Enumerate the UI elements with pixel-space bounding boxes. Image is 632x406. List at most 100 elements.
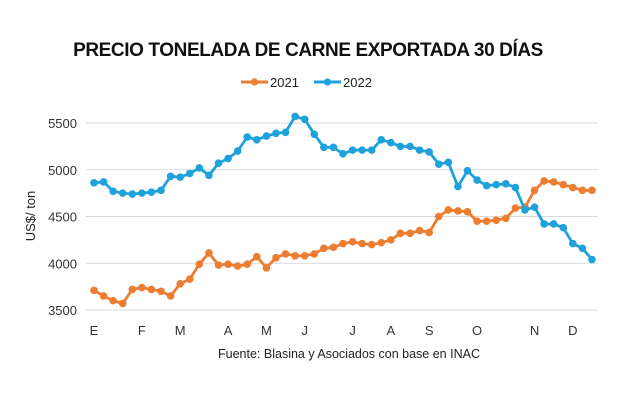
data-point-2021 (272, 253, 280, 262)
data-point-2021 (348, 237, 357, 246)
data-point-2022 (176, 173, 184, 182)
data-point-2021 (540, 177, 548, 185)
data-point-2021 (329, 243, 338, 252)
data-point-2022 (157, 186, 165, 195)
series-group (90, 112, 596, 308)
data-point-2021 (262, 264, 271, 272)
data-point-2021 (434, 212, 443, 221)
data-point-2021 (205, 249, 213, 257)
data-point-2022 (329, 143, 338, 152)
data-point-2022 (377, 136, 386, 144)
legend-marker-2021 (250, 78, 259, 86)
data-point-2022 (387, 138, 395, 147)
data-point-2022 (358, 146, 366, 154)
data-point-2022 (559, 223, 568, 232)
data-point-2022 (243, 133, 252, 141)
data-point-2022 (454, 182, 462, 191)
data-point-2022 (348, 146, 357, 154)
data-point-2022 (463, 166, 472, 175)
data-point-2021 (310, 250, 319, 258)
chart-title: PRECIO TONELADA DE CARNE EXPORTADA 30 DÍ… (73, 39, 543, 61)
x-tick-label: O (472, 323, 482, 338)
data-point-2022 (473, 176, 481, 184)
data-point-2022 (578, 244, 587, 253)
data-point-2022 (109, 187, 117, 196)
data-point-2022 (233, 147, 242, 155)
data-point-2021 (253, 252, 261, 261)
data-point-2022 (281, 128, 290, 137)
data-point-2022 (425, 148, 433, 156)
data-point-2022 (339, 150, 347, 158)
data-point-2022 (138, 189, 146, 197)
data-point-2021 (367, 240, 376, 249)
source-note: Fuente: Blasina y Asociados con base en … (218, 347, 480, 361)
data-point-2022 (415, 146, 424, 154)
data-point-2022 (90, 179, 98, 187)
data-point-2022 (253, 136, 261, 144)
data-point-2021 (569, 183, 577, 192)
data-point-2021 (243, 260, 252, 268)
data-point-2021 (387, 236, 395, 244)
data-point-2021 (90, 286, 98, 295)
data-point-2022 (118, 189, 127, 197)
data-point-2021 (99, 292, 108, 300)
data-point-2022 (291, 112, 299, 121)
data-point-2021 (176, 280, 184, 288)
series-2022 (90, 112, 596, 264)
data-point-2021 (157, 287, 165, 296)
data-point-2021 (454, 207, 462, 215)
legend-label-2022: 2022 (343, 75, 372, 90)
data-point-2022 (195, 164, 204, 172)
data-point-2021 (300, 251, 309, 260)
data-point-2021 (214, 261, 223, 269)
x-tick-label: A (224, 323, 233, 338)
data-point-2022 (406, 142, 414, 151)
y-tick-label: 3500 (48, 303, 77, 318)
data-point-2021 (358, 239, 366, 248)
data-point-2021 (502, 214, 510, 223)
data-point-2022 (569, 239, 577, 248)
legend-label-2021: 2021 (270, 75, 299, 90)
data-point-2022 (540, 220, 548, 228)
data-point-2021 (291, 251, 299, 260)
legend-item-2021[interactable]: 2021 (241, 75, 299, 90)
data-point-2022 (588, 255, 596, 264)
data-point-2022 (367, 146, 376, 154)
data-point-2022 (502, 179, 510, 188)
data-point-2022 (521, 206, 529, 214)
data-point-2021 (482, 217, 491, 225)
data-point-2021 (185, 275, 194, 283)
data-point-2022 (224, 154, 232, 163)
x-tick-label: N (530, 323, 539, 338)
data-point-2022 (205, 171, 213, 180)
data-point-2021 (425, 228, 433, 237)
data-point-2022 (272, 129, 280, 138)
data-point-2021 (549, 178, 558, 186)
x-tick-label: S (425, 323, 434, 338)
y-axis-ticks: 3500 4000 4500 5000 5500 (48, 116, 77, 318)
data-point-2021 (320, 244, 328, 253)
data-point-2021 (147, 285, 156, 294)
legend-item-2022[interactable]: 2022 (314, 75, 372, 90)
data-point-2021 (578, 186, 587, 195)
data-point-2021 (281, 250, 290, 258)
data-point-2021 (415, 226, 424, 235)
data-point-2021 (406, 229, 414, 238)
data-point-2021 (396, 229, 405, 238)
data-point-2022 (185, 169, 194, 178)
data-point-2022 (310, 130, 319, 139)
data-point-2022 (262, 132, 271, 140)
y-tick-label: 5500 (48, 116, 77, 131)
y-axis-label: US$/ ton (23, 191, 38, 242)
legend-marker-2022 (323, 78, 332, 86)
data-point-2021 (118, 299, 127, 308)
data-point-2021 (588, 186, 596, 195)
data-point-2022 (147, 188, 156, 196)
data-point-2021 (444, 206, 453, 214)
data-point-2022 (99, 178, 108, 186)
data-point-2021 (233, 262, 242, 270)
x-tick-label: J (349, 323, 356, 338)
legend: 2021 2022 (241, 75, 372, 90)
